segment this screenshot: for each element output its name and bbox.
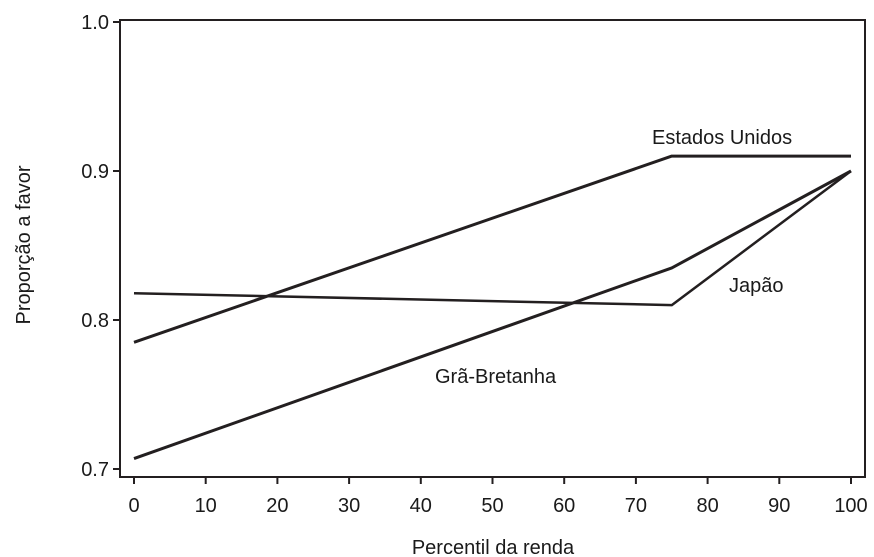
x-axis-label: Percentil da renda <box>412 537 575 557</box>
x-tick-label: 20 <box>266 495 288 517</box>
x-tick-label: 10 <box>195 495 217 517</box>
y-tick-label: 0.9 <box>81 161 109 183</box>
x-tick-label: 40 <box>410 495 432 517</box>
y-tick-label: 0.8 <box>81 310 109 332</box>
x-tick-label: 0 <box>128 495 139 517</box>
x-tick-label: 90 <box>768 495 790 517</box>
plot-frame <box>119 19 866 478</box>
x-tick-label: 60 <box>553 495 575 517</box>
labels-layer: Proporção a favor Percentil da renda Est… <box>13 127 792 557</box>
series-label-gra-bretanha: Grã-Bretanha <box>435 366 557 388</box>
x-tick-label: 100 <box>834 495 867 517</box>
y-axis-label: Proporção a favor <box>13 165 35 324</box>
axes: 0.7 0.8 0.9 1.0 0 10 20 30 40 50 60 70 80 90 100 <box>81 12 868 517</box>
x-tick-label: 30 <box>338 495 360 517</box>
y-tick-label: 1.0 <box>81 12 109 34</box>
x-tick-label: 80 <box>696 495 718 517</box>
series-layer <box>133 154 852 461</box>
series-label-japao: Japão <box>729 275 784 297</box>
series-label-estados-unidos: Estados Unidos <box>652 127 792 149</box>
series-line-japao <box>133 169 852 307</box>
x-tick-label: 50 <box>481 495 503 517</box>
y-tick-label: 0.7 <box>81 459 109 481</box>
x-tick-label: 70 <box>625 495 647 517</box>
series-line-gra-bretanha <box>133 169 852 461</box>
series-line-estados-unidos <box>133 154 851 344</box>
